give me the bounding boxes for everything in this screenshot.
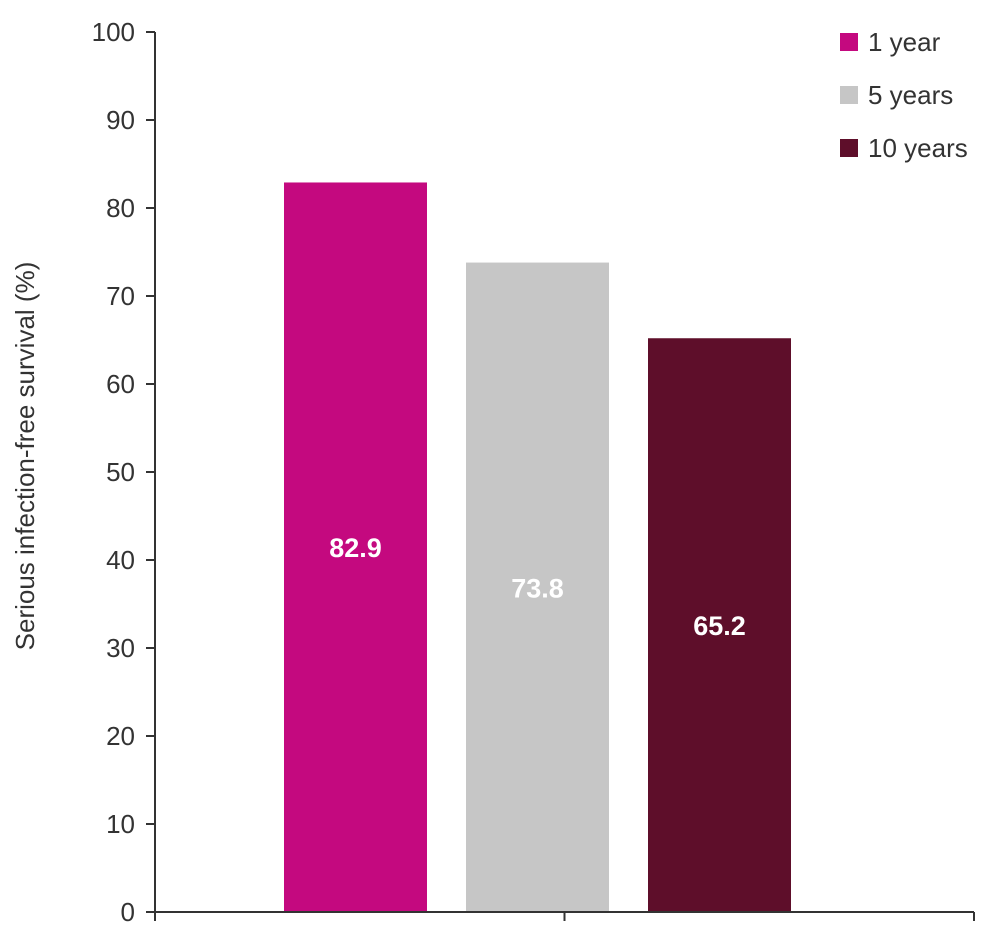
y-tick-label: 50 xyxy=(106,457,135,487)
bar-data-label: 73.8 xyxy=(511,573,564,603)
bar xyxy=(284,182,427,913)
bars xyxy=(284,182,791,913)
y-axis-ticks: 0 10 20 30 40 50 60 70 80 90 100 xyxy=(92,17,155,927)
legend: 1 year 5 years 10 years xyxy=(840,27,968,163)
legend-label: 1 year xyxy=(868,27,941,57)
y-tick-label: 70 xyxy=(106,281,135,311)
data-labels: 82.9 73.8 65.2 xyxy=(329,533,746,641)
y-tick-label: 20 xyxy=(106,721,135,751)
bar-data-label: 82.9 xyxy=(329,533,382,563)
legend-swatch xyxy=(840,33,858,51)
y-axis-title: Serious infection-free survival (%) xyxy=(10,262,40,651)
y-tick-label: 40 xyxy=(106,545,135,575)
y-tick-label: 30 xyxy=(106,633,135,663)
y-tick-label: 80 xyxy=(106,193,135,223)
bar xyxy=(466,262,609,912)
bar-data-label: 65.2 xyxy=(693,611,746,641)
y-tick-label: 90 xyxy=(106,105,135,135)
legend-label: 10 years xyxy=(868,133,968,163)
legend-swatch xyxy=(840,86,858,104)
legend-label: 5 years xyxy=(868,80,953,110)
y-tick-label: 0 xyxy=(121,897,135,927)
y-tick-label: 100 xyxy=(92,17,135,47)
legend-swatch xyxy=(840,139,858,157)
y-tick-label: 60 xyxy=(106,369,135,399)
y-tick-label: 10 xyxy=(106,809,135,839)
x-axis-ticks xyxy=(154,912,975,921)
bar xyxy=(648,338,791,912)
